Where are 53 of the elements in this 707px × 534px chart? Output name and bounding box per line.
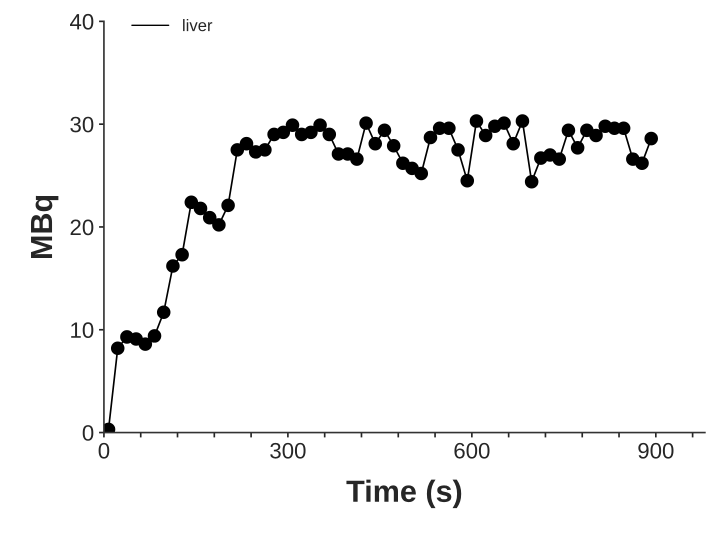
y-tick-label: 20: [70, 219, 94, 236]
point: [166, 259, 180, 273]
point: [359, 116, 373, 130]
point: [378, 124, 392, 138]
point: [221, 198, 235, 212]
point: [202, 210, 216, 224]
point: [368, 136, 382, 150]
point: [184, 196, 198, 210]
point: [524, 174, 538, 188]
point: [506, 136, 520, 150]
point: [175, 248, 189, 262]
point: [460, 174, 474, 188]
point: [451, 143, 465, 157]
point: [635, 156, 649, 170]
point: [148, 329, 162, 343]
point: [194, 202, 208, 216]
point: [414, 166, 428, 180]
x-tick-label: 600: [454, 442, 490, 459]
x-tick-label: 0: [98, 442, 110, 459]
y-tick-label: 10: [71, 322, 94, 338]
point: [570, 141, 584, 155]
y-tick-label: 0: [82, 425, 94, 441]
point: [322, 128, 336, 142]
point: [240, 136, 254, 150]
y-axis-title: MBq: [31, 196, 58, 258]
point: [552, 152, 566, 166]
point: [386, 138, 400, 153]
point: [286, 118, 300, 132]
y-tick-label: 40: [70, 14, 94, 30]
point: [442, 121, 456, 136]
point: [644, 132, 658, 146]
point: [589, 128, 603, 142]
point: [230, 143, 244, 157]
point: [424, 130, 438, 144]
point: [470, 114, 484, 128]
x-tick-label: 300: [270, 442, 306, 459]
point: [562, 124, 576, 138]
y-tick-label: 30: [70, 116, 94, 132]
point: [110, 341, 124, 356]
point: [212, 218, 226, 232]
point: [276, 126, 290, 140]
point: [313, 118, 327, 132]
point: [258, 143, 272, 157]
point: [350, 152, 364, 166]
x-tick-label: 900: [638, 442, 674, 459]
point: [516, 114, 530, 128]
x-axis-title: Time (s): [346, 480, 462, 508]
point: [156, 306, 170, 320]
point: [304, 126, 318, 140]
point: [497, 116, 511, 130]
point: [138, 337, 152, 351]
legend-label: liver: [183, 19, 212, 32]
point: [478, 128, 492, 142]
